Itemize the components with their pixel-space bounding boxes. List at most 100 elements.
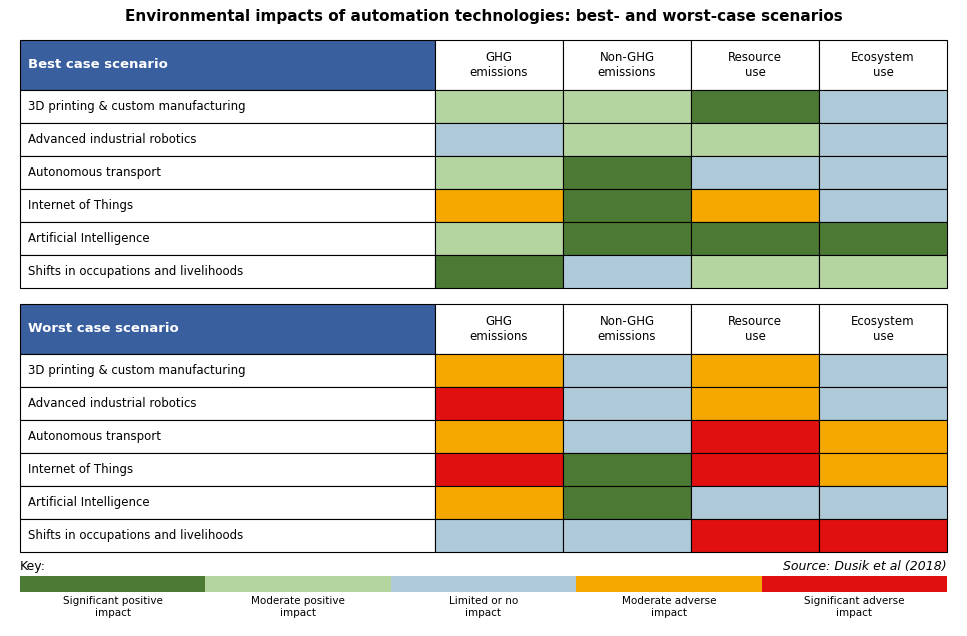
Bar — [819, 90, 947, 123]
Bar — [819, 304, 947, 354]
Bar — [691, 189, 819, 222]
Bar — [20, 189, 435, 222]
Text: Resource
use: Resource use — [728, 51, 782, 79]
Bar — [435, 189, 563, 222]
Bar — [20, 387, 435, 420]
Bar — [762, 576, 947, 592]
Bar — [20, 90, 435, 123]
Bar — [691, 387, 819, 420]
Bar — [563, 453, 691, 486]
Text: Moderate positive
impact: Moderate positive impact — [251, 596, 345, 618]
Bar — [819, 354, 947, 387]
Bar — [563, 156, 691, 189]
Text: Artificial Intelligence: Artificial Intelligence — [28, 232, 150, 245]
Bar — [20, 486, 435, 519]
Text: Advanced industrial robotics: Advanced industrial robotics — [28, 397, 196, 410]
Bar — [20, 40, 435, 90]
Bar — [691, 90, 819, 123]
Text: Shifts in occupations and livelihoods: Shifts in occupations and livelihoods — [28, 265, 244, 278]
Text: Autonomous transport: Autonomous transport — [28, 430, 161, 443]
Text: Limited or no
impact: Limited or no impact — [449, 596, 518, 618]
Bar — [563, 255, 691, 288]
Bar — [20, 304, 435, 354]
Bar — [576, 576, 762, 592]
Bar — [819, 420, 947, 453]
Bar — [435, 123, 563, 156]
Bar — [435, 255, 563, 288]
Text: Significant adverse
impact: Significant adverse impact — [804, 596, 904, 618]
Bar — [205, 576, 391, 592]
Text: 3D printing & custom manufacturing: 3D printing & custom manufacturing — [28, 100, 246, 113]
Text: Worst case scenario: Worst case scenario — [28, 322, 179, 336]
Bar — [563, 387, 691, 420]
Bar — [563, 222, 691, 255]
Text: 3D printing & custom manufacturing: 3D printing & custom manufacturing — [28, 364, 246, 377]
Bar — [435, 354, 563, 387]
Text: Internet of Things: Internet of Things — [28, 199, 133, 212]
Bar — [691, 40, 819, 90]
Text: Non-GHG
emissions: Non-GHG emissions — [598, 51, 657, 79]
Bar — [20, 576, 205, 592]
Text: Key:: Key: — [20, 560, 46, 573]
Text: GHG
emissions: GHG emissions — [470, 51, 528, 79]
Bar — [691, 304, 819, 354]
Bar — [563, 486, 691, 519]
Text: Internet of Things: Internet of Things — [28, 463, 133, 476]
Bar — [819, 156, 947, 189]
Bar — [691, 420, 819, 453]
Text: Artificial Intelligence: Artificial Intelligence — [28, 496, 150, 509]
Bar — [20, 519, 435, 552]
Bar — [435, 453, 563, 486]
Bar — [563, 519, 691, 552]
Bar — [819, 123, 947, 156]
Bar — [435, 420, 563, 453]
Bar — [691, 453, 819, 486]
Bar — [819, 519, 947, 552]
Bar — [691, 255, 819, 288]
Bar — [435, 40, 563, 90]
Bar — [20, 420, 435, 453]
Bar — [819, 40, 947, 90]
Text: Advanced industrial robotics: Advanced industrial robotics — [28, 133, 196, 146]
Text: Autonomous transport: Autonomous transport — [28, 166, 161, 179]
Text: Resource
use: Resource use — [728, 315, 782, 343]
Text: Environmental impacts of automation technologies: best- and worst-case scenarios: Environmental impacts of automation tech… — [125, 8, 842, 24]
Bar — [819, 486, 947, 519]
Bar — [563, 304, 691, 354]
Bar — [435, 222, 563, 255]
Bar — [435, 486, 563, 519]
Bar — [563, 90, 691, 123]
Bar — [20, 156, 435, 189]
Bar — [435, 90, 563, 123]
Bar — [691, 156, 819, 189]
Text: Ecosystem
use: Ecosystem use — [851, 51, 915, 79]
Text: Ecosystem
use: Ecosystem use — [851, 315, 915, 343]
Bar — [20, 255, 435, 288]
Bar — [819, 255, 947, 288]
Text: Moderate adverse
impact: Moderate adverse impact — [622, 596, 717, 618]
Bar — [819, 387, 947, 420]
Bar — [391, 576, 576, 592]
Text: GHG
emissions: GHG emissions — [470, 315, 528, 343]
Bar — [435, 519, 563, 552]
Bar — [819, 222, 947, 255]
Bar — [435, 387, 563, 420]
Bar — [20, 453, 435, 486]
Bar — [563, 189, 691, 222]
Bar — [435, 304, 563, 354]
Bar — [435, 156, 563, 189]
Text: Significant positive
impact: Significant positive impact — [63, 596, 162, 618]
Bar — [691, 222, 819, 255]
Bar — [20, 222, 435, 255]
Text: Shifts in occupations and livelihoods: Shifts in occupations and livelihoods — [28, 529, 244, 542]
Text: Source: Dusik et al (2018): Source: Dusik et al (2018) — [783, 560, 947, 573]
Bar — [563, 123, 691, 156]
Bar — [563, 354, 691, 387]
Text: Best case scenario: Best case scenario — [28, 59, 168, 71]
Bar — [691, 519, 819, 552]
Bar — [563, 420, 691, 453]
Bar — [691, 486, 819, 519]
Bar — [691, 354, 819, 387]
Bar — [20, 354, 435, 387]
Bar — [819, 453, 947, 486]
